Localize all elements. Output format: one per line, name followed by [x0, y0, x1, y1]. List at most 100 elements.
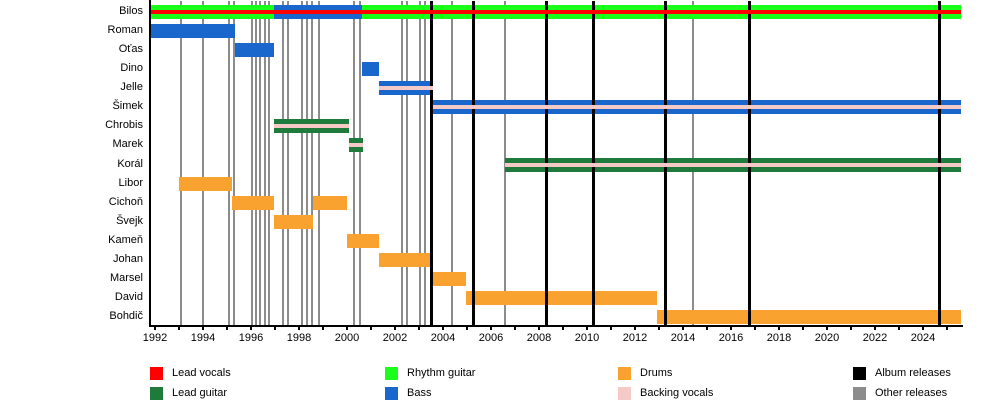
x-axis-tick [586, 326, 588, 330]
legend-item-bass: Bass [385, 386, 431, 400]
timeline-bar-drums [466, 291, 658, 306]
x-axis-tick [274, 326, 276, 330]
member-label: Roman [107, 24, 143, 37]
member-label: Korál [117, 157, 143, 170]
x-axis-tick [946, 326, 948, 330]
x-axis-tick-label: 2002 [382, 332, 408, 344]
release-line-other [423, 1, 427, 325]
x-axis-tick [658, 326, 660, 330]
x-axis-tick [202, 326, 204, 330]
legend-swatch-drums [618, 366, 631, 380]
legend-item-lead_vocals: Lead vocals [150, 366, 231, 380]
release-line-other [227, 1, 231, 325]
release-line-other [300, 1, 304, 325]
x-axis-tick [442, 326, 444, 330]
x-axis-tick [490, 326, 492, 330]
legend-swatch-lead_guitar [150, 386, 163, 400]
member-label: Libor [118, 176, 143, 189]
timeline-stripe-lead_vocals [150, 10, 962, 14]
x-axis-tick-label: 2006 [478, 332, 504, 344]
x-axis-tick [730, 326, 732, 330]
release-line-other [305, 1, 309, 325]
timeline-bar-bass [150, 24, 235, 39]
legend-item-lead_guitar: Lead guitar [150, 386, 227, 400]
x-axis-tick [706, 326, 708, 330]
member-label: Chrobis [105, 119, 143, 132]
x-axis-tick [850, 326, 852, 330]
timeline-bar-bass [234, 43, 275, 58]
member-label: Bohdič [109, 310, 143, 323]
x-axis-tick-label: 2024 [910, 332, 936, 344]
release-line-other [400, 1, 404, 325]
x-axis-tick [610, 326, 612, 330]
x-axis-tick-label: 2008 [526, 332, 552, 344]
member-label: Marsel [109, 271, 143, 284]
timeline-bar-drums [431, 271, 467, 286]
legend-label: Lead vocals [172, 366, 231, 379]
x-axis-tick [178, 326, 180, 330]
member-label: Johan [113, 252, 143, 265]
release-line-album [429, 1, 433, 325]
release-line-other [450, 1, 454, 325]
x-axis-tick-label: 2014 [670, 332, 696, 344]
release-line-other [263, 1, 267, 325]
release-line-other [358, 1, 362, 325]
release-line-other [250, 1, 254, 325]
timeline-stripe-backing_vocals [274, 124, 349, 129]
x-axis-tick [754, 326, 756, 330]
x-axis-tick-label: 1996 [238, 332, 264, 344]
timeline-bar-drums [274, 214, 313, 229]
legend-item-drums: Drums [618, 366, 672, 380]
legend-label: Drums [640, 366, 673, 379]
x-axis-tick-label: 2000 [334, 332, 360, 344]
legend-item-backing_vocals: Backing vocals [618, 386, 713, 400]
timeline-bar-drums [179, 176, 233, 191]
x-axis-tick [466, 326, 468, 330]
x-axis-tick [418, 326, 420, 330]
timeline-bar-drums [232, 195, 275, 210]
member-label: Cichoň [108, 195, 143, 208]
x-axis-tick-label: 2004 [430, 332, 456, 344]
x-axis-tick [250, 326, 252, 330]
release-line-other [254, 1, 258, 325]
release-line-other [281, 1, 285, 325]
x-axis-tick-label: 2012 [622, 332, 648, 344]
x-axis-tick [154, 326, 156, 330]
legend-swatch-other_releases [853, 386, 866, 400]
x-axis-tick [874, 326, 876, 330]
x-axis-tick [322, 326, 324, 330]
x-axis-tick-label: 1998 [286, 332, 312, 344]
member-label: Dino [120, 62, 143, 75]
legend-label: Bass [407, 386, 432, 399]
legend-swatch-backing_vocals [618, 386, 631, 400]
timeline-bar-bass [362, 62, 379, 77]
legend-swatch-rhythm_guitar [385, 366, 398, 380]
x-axis-tick [682, 326, 684, 330]
legend-label: Album releases [875, 366, 951, 379]
release-line-other [267, 1, 271, 325]
legend-swatch-bass [385, 386, 398, 400]
x-axis-tick-label: 2016 [718, 332, 744, 344]
x-axis-tick-label: 2018 [766, 332, 792, 344]
x-axis-tick [514, 326, 516, 330]
timeline-stripe-backing_vocals [378, 86, 433, 91]
timeline-bar-drums [312, 195, 347, 210]
member-label: Jelle [120, 81, 143, 94]
x-axis-tick [634, 326, 636, 330]
legend-label: Backing vocals [640, 386, 714, 399]
x-axis-tick [394, 326, 396, 330]
timeline-bar-drums [347, 233, 379, 248]
x-axis-tick [802, 326, 804, 330]
member-label: Švejk [116, 214, 143, 227]
x-axis-tick [826, 326, 828, 330]
x-axis-tick [370, 326, 372, 330]
legend-swatch-album_releases [853, 366, 866, 380]
x-axis-tick [562, 326, 564, 330]
x-axis-tick-label: 2010 [574, 332, 600, 344]
member-label: Šimek [112, 100, 143, 113]
timeline-stripe-backing_vocals [432, 105, 962, 110]
x-axis-tick-label: 1992 [142, 332, 168, 344]
release-line-other [258, 1, 262, 325]
release-line-other [405, 1, 409, 325]
